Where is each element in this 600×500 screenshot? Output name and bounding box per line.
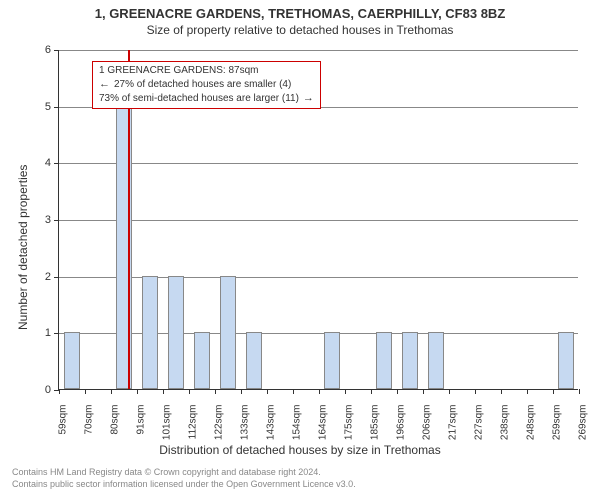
gridline — [59, 50, 578, 51]
histogram-bar — [64, 332, 81, 389]
histogram-bar — [220, 276, 237, 389]
ytick-label: 5 — [45, 101, 51, 113]
xtick-mark — [397, 389, 398, 394]
histogram-bar — [376, 332, 393, 389]
xtick-label: 248sqm — [526, 405, 537, 441]
ytick-mark — [54, 333, 59, 334]
xtick-label: 112sqm — [188, 405, 199, 440]
xtick-mark — [449, 389, 450, 394]
ytick-label: 6 — [45, 44, 51, 56]
xtick-label: 143sqm — [266, 405, 277, 441]
xtick-mark — [215, 389, 216, 394]
x-axis-label: Distribution of detached houses by size … — [0, 443, 600, 457]
histogram-bar — [194, 332, 211, 389]
ytick-label: 4 — [45, 157, 51, 169]
xtick-label: 101sqm — [162, 405, 173, 441]
ytick-mark — [54, 50, 59, 51]
histogram-bar — [558, 332, 575, 389]
ytick-label: 1 — [45, 327, 51, 339]
xtick-mark — [111, 389, 112, 394]
xtick-mark — [527, 389, 528, 394]
annotation-box: 1 GREENACRE GARDENS: 87sqm ←27% of detac… — [92, 61, 321, 109]
histogram-bar — [324, 332, 341, 389]
ytick-mark — [54, 277, 59, 278]
xtick-mark — [579, 389, 580, 394]
xtick-mark — [241, 389, 242, 394]
xtick-label: 80sqm — [110, 405, 121, 435]
xtick-mark — [163, 389, 164, 394]
xtick-label: 133sqm — [240, 405, 251, 441]
footer-line-1: Contains HM Land Registry data © Crown c… — [12, 467, 356, 479]
left-arrow-icon: ← — [99, 77, 110, 91]
xtick-label: 164sqm — [318, 405, 329, 441]
xtick-label: 227sqm — [474, 405, 485, 441]
xtick-label: 185sqm — [370, 405, 381, 441]
xtick-label: 70sqm — [84, 405, 95, 435]
histogram-bar — [116, 106, 133, 389]
histogram-bar — [168, 276, 185, 389]
xtick-label: 175sqm — [344, 405, 355, 441]
chart-subtitle: Size of property relative to detached ho… — [0, 21, 600, 37]
xtick-mark — [267, 389, 268, 394]
xtick-label: 154sqm — [292, 405, 303, 441]
annotation-line-3: 73% of semi-detached houses are larger (… — [99, 91, 314, 105]
ytick-mark — [54, 107, 59, 108]
xtick-mark — [137, 389, 138, 394]
xtick-mark — [319, 389, 320, 394]
xtick-label: 238sqm — [500, 405, 511, 441]
ytick-mark — [54, 163, 59, 164]
xtick-mark — [423, 389, 424, 394]
xtick-label: 91sqm — [136, 405, 147, 435]
xtick-label: 59sqm — [58, 405, 69, 435]
xtick-mark — [293, 389, 294, 394]
ytick-label: 0 — [45, 384, 51, 396]
ytick-label: 2 — [45, 271, 51, 283]
xtick-label: 269sqm — [578, 405, 589, 441]
xtick-label: 259sqm — [552, 405, 563, 441]
footer-line-2: Contains public sector information licen… — [12, 479, 356, 491]
chart-title: 1, GREENACRE GARDENS, TRETHOMAS, CAERPHI… — [0, 0, 600, 21]
histogram-bar — [142, 276, 159, 389]
xtick-mark — [475, 389, 476, 394]
xtick-label: 196sqm — [396, 405, 407, 441]
right-arrow-icon: → — [303, 91, 314, 105]
gridline — [59, 333, 578, 334]
xtick-label: 122sqm — [214, 405, 225, 441]
annotation-line-1: 1 GREENACRE GARDENS: 87sqm — [99, 64, 314, 77]
xtick-mark — [501, 389, 502, 394]
gridline — [59, 220, 578, 221]
histogram-bar — [402, 332, 419, 389]
xtick-mark — [371, 389, 372, 394]
xtick-mark — [189, 389, 190, 394]
xtick-mark — [85, 389, 86, 394]
y-axis-label: Number of detached properties — [16, 165, 30, 330]
histogram-bar — [246, 332, 263, 389]
xtick-mark — [345, 389, 346, 394]
histogram-bar — [428, 332, 445, 389]
gridline — [59, 163, 578, 164]
xtick-label: 206sqm — [422, 405, 433, 441]
xtick-mark — [553, 389, 554, 394]
xtick-label: 217sqm — [448, 405, 459, 441]
gridline — [59, 277, 578, 278]
annotation-line-2: ←27% of detached houses are smaller (4) — [99, 77, 314, 91]
footer-text: Contains HM Land Registry data © Crown c… — [12, 467, 356, 490]
xtick-mark — [59, 389, 60, 394]
ytick-mark — [54, 220, 59, 221]
ytick-label: 3 — [45, 214, 51, 226]
